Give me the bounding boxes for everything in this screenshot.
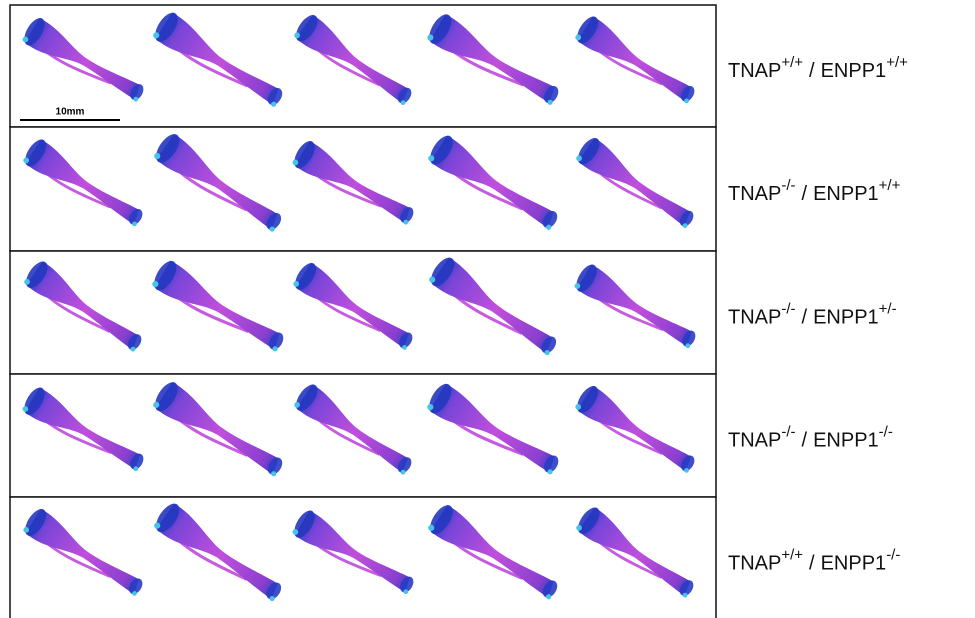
separator: / (802, 183, 808, 205)
genotype-superscript: -/- (781, 300, 795, 317)
gene-name: TNAP (728, 430, 781, 452)
genotype-label: TNAP+/+/ENPP1+/+ (728, 54, 908, 82)
gene-name: ENPP1 (821, 553, 887, 575)
separator: / (809, 60, 815, 82)
genotype-label: TNAP-/- /ENPP1+/+ (728, 177, 901, 205)
genotype-superscript: +/+ (781, 54, 803, 71)
genotype-superscript: +/- (879, 300, 897, 317)
separator: / (809, 553, 815, 575)
genotype-superscript: -/- (886, 546, 900, 563)
genotype-superscript: +/+ (781, 546, 803, 563)
separator: / (802, 307, 808, 329)
gene-name: TNAP (728, 183, 781, 205)
gene-name: ENPP1 (821, 60, 887, 82)
genotype-label: TNAP-/- /ENPP1+/- (728, 300, 897, 328)
gene-name: TNAP (728, 307, 781, 329)
genotype-superscript: -/- (879, 423, 893, 440)
genotype-label: TNAP-/-/ENPP1-/- (728, 423, 893, 451)
gene-name: ENPP1 (813, 430, 879, 452)
genotype-label: TNAP+/+ / ENPP1-/- (728, 546, 900, 574)
genotype-superscript: -/- (781, 177, 795, 194)
gene-name: ENPP1 (813, 307, 879, 329)
scale-bar-label: 10mm (56, 107, 85, 118)
separator: / (802, 430, 808, 452)
genotype-superscript: +/+ (886, 54, 908, 71)
gene-name: ENPP1 (813, 183, 879, 205)
gene-name: TNAP (728, 60, 781, 82)
genotype-superscript: +/+ (879, 177, 901, 194)
genotype-superscript: -/- (781, 423, 795, 440)
figure: TNAP+/+/ENPP1+/+TNAP-/-/ENPP1+/+TNAP-/-/… (0, 0, 975, 618)
image-panel (10, 5, 716, 618)
gene-name: TNAP (728, 553, 781, 575)
